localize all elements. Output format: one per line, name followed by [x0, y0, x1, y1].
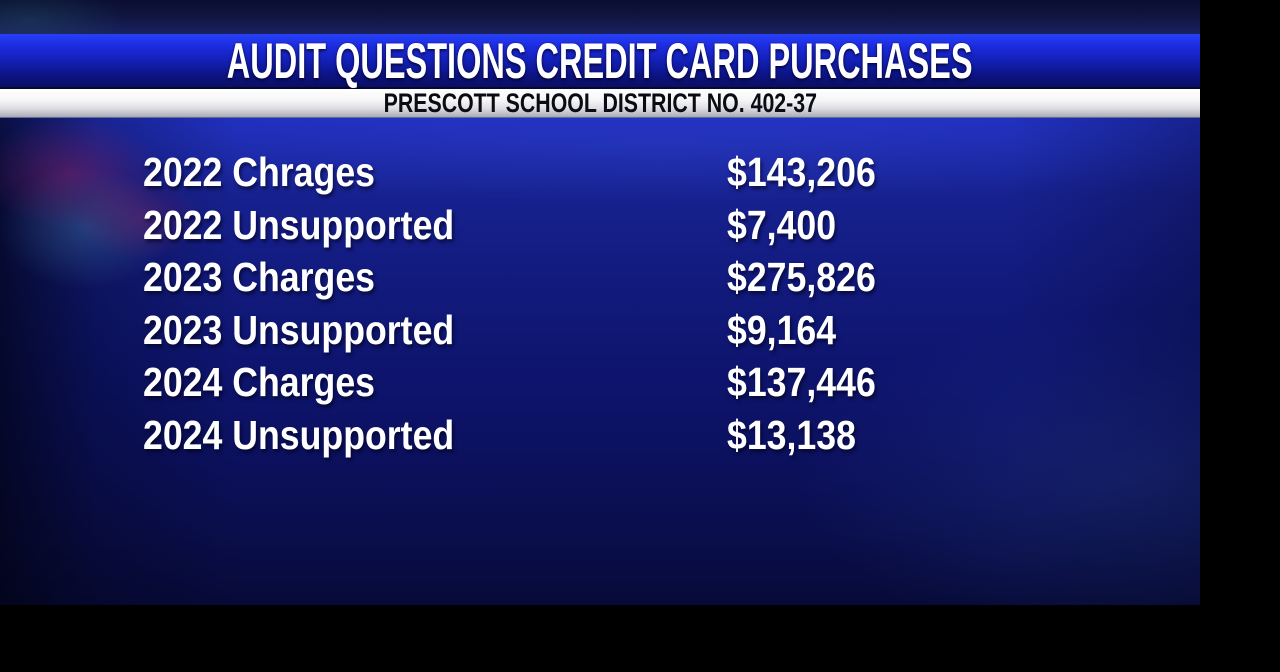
row-label: 2022 Chrages [143, 149, 376, 195]
table-row: 2024 Charges $137,446 [0, 356, 1200, 409]
graphic-title: AUDIT QUESTIONS CREDIT CARD PURCHASES [227, 32, 973, 89]
table-row: 2022 Chrages $143,206 [0, 146, 1200, 199]
row-label: 2024 Unsupported [143, 411, 455, 458]
table-row: 2022 Unsupported $7,400 [0, 199, 1200, 252]
row-label: 2024 Charges [143, 359, 376, 405]
title-banner: AUDIT QUESTIONS CREDIT CARD PURCHASES [0, 32, 1200, 89]
graphic-content-area: AUDIT QUESTIONS CREDIT CARD PURCHASES PR… [0, 0, 1200, 605]
row-value: $13,138 [727, 411, 856, 458]
data-table: 2022 Chrages $143,206 2022 Unsupported $… [0, 146, 1200, 461]
data-panel-background: 2022 Chrages $143,206 2022 Unsupported $… [0, 118, 1200, 605]
row-value: $137,446 [727, 359, 876, 405]
row-value: $143,206 [727, 149, 876, 195]
top-navy-strip [0, 0, 1200, 34]
subtitle-banner: PRESCOTT SCHOOL DISTRICT NO. 402-37 [0, 87, 1200, 118]
row-label: 2023 Charges [143, 254, 376, 300]
row-value: $9,164 [727, 306, 837, 353]
row-label: 2022 Unsupported [143, 201, 455, 248]
row-label: 2023 Unsupported [143, 306, 455, 353]
bottom-letterbox [0, 605, 1280, 672]
row-value: $7,400 [727, 201, 837, 248]
table-row: 2023 Charges $275,826 [0, 251, 1200, 304]
table-row: 2024 Unsupported $13,138 [0, 409, 1200, 462]
graphic-subtitle: PRESCOTT SCHOOL DISTRICT NO. 402-37 [383, 87, 817, 118]
right-pillarbox [1200, 0, 1280, 672]
table-row: 2023 Unsupported $9,164 [0, 304, 1200, 357]
row-value: $275,826 [727, 254, 876, 300]
